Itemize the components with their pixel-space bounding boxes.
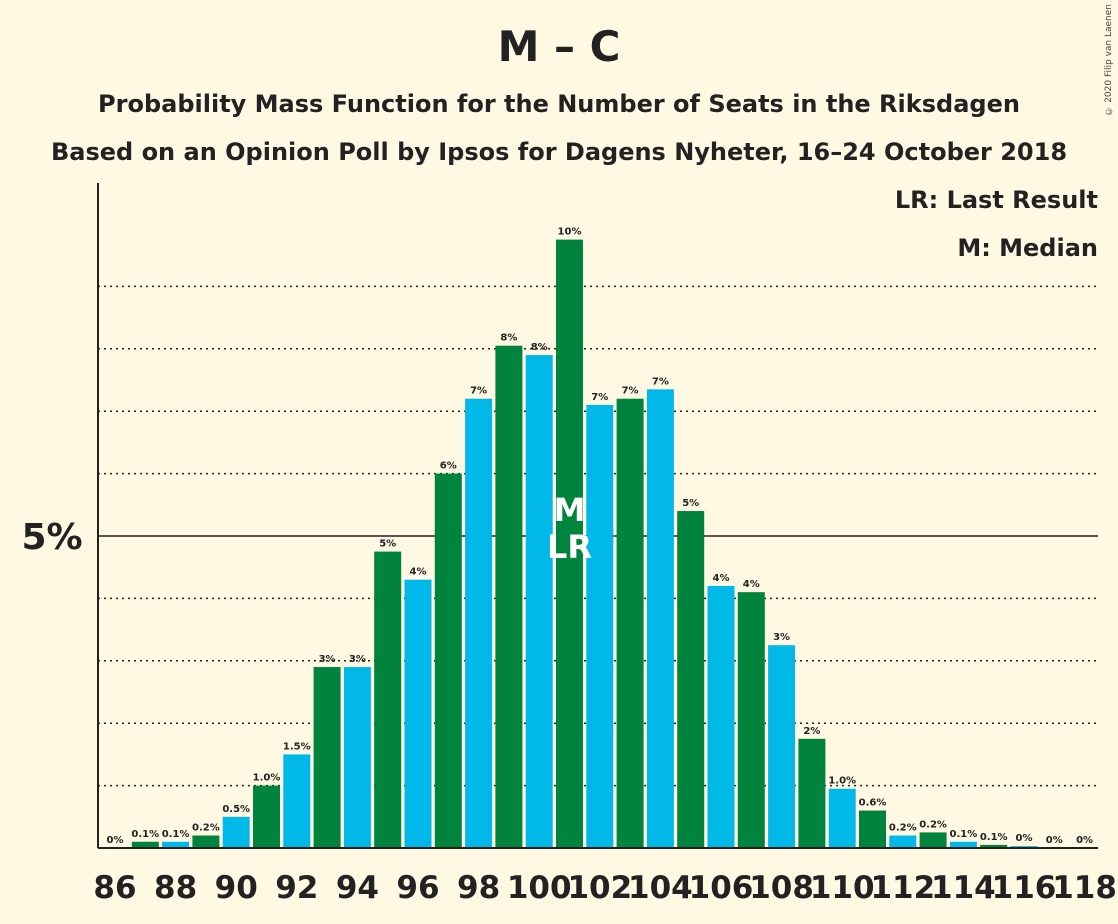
data-label-seat-96: 4% [410,567,427,578]
data-label-seat-118: 0% [1076,835,1093,846]
bar-seat-90 [222,816,250,848]
x-tick-label: 108 [749,870,814,906]
x-tick-label: 88 [154,870,197,906]
bar-seat-102 [586,404,614,848]
x-tick-label: 114 [931,870,996,906]
data-label-seat-101: 10% [558,227,582,238]
data-label-seat-102: 7% [591,392,608,403]
x-tick-label: 90 [215,870,258,906]
data-label-seat-90: 0.5% [222,804,250,815]
bar-seat-114 [949,841,977,848]
bar-seat-107 [737,592,765,848]
bar-seat-109 [798,738,826,848]
bar-seat-92 [283,754,311,848]
bar-seat-104 [646,389,674,848]
bar-seat-111 [859,810,886,848]
bar-seat-115 [980,844,1008,848]
bar-seat-94 [343,667,371,848]
bar-seat-87 [131,841,159,848]
data-label-seat-86: 0% [107,835,124,846]
data-label-seat-106: 4% [713,573,730,584]
x-tick-label: 86 [93,870,136,906]
data-label-seat-92: 1.5% [283,741,311,752]
bar-seat-112 [889,835,917,848]
data-label-seat-109: 2% [803,726,820,737]
bar-seat-88 [162,841,190,848]
legend-last-result: LR: Last Result [894,186,1098,214]
x-tick-label: 94 [336,870,379,906]
x-tick-label: 112 [870,870,935,906]
data-label-seat-113: 0.2% [919,819,947,830]
bar-seat-97 [434,473,462,848]
data-label-seat-103: 7% [622,386,639,397]
data-label-seat-104: 7% [652,376,669,387]
bar-seat-103 [616,398,644,848]
data-label-seat-93: 3% [319,654,336,665]
median-marker: M [554,491,586,529]
data-label-seat-94: 3% [349,654,366,665]
data-label-seat-87: 0.1% [131,829,159,840]
bar-seat-89 [192,835,220,848]
legend-median: M: Median [957,234,1098,262]
chart-subtitle: Probability Mass Function for the Number… [98,90,1020,118]
x-tick-label: 98 [457,870,500,906]
bar-seat-113 [919,832,947,848]
data-label-seat-98: 7% [470,386,487,397]
x-tick-label: 100 [507,870,572,906]
data-label-seat-99: 8% [500,333,517,344]
bar-seat-108 [768,645,796,848]
bar-seat-100 [525,355,553,848]
data-label-seat-100: 8% [531,342,548,353]
x-tick-label: 118 [1052,870,1117,906]
data-label-seat-114: 0.1% [950,829,978,840]
y-tick-label: 5% [21,517,82,558]
data-label-seat-111: 0.6% [859,798,887,809]
data-label-seat-107: 4% [743,579,760,590]
last-result-marker: LR [547,528,592,566]
data-label-seat-108: 3% [773,632,790,643]
data-label-seat-117: 0% [1046,835,1063,846]
bar-seat-96 [404,579,432,848]
bar-seat-91 [253,785,280,848]
bar-seat-101 [556,239,583,849]
data-label-seat-110: 1.0% [828,776,856,787]
x-tick-label: 92 [275,870,318,906]
data-label-seat-116: 0% [1016,833,1033,844]
data-label-seat-115: 0.1% [980,832,1008,843]
x-tick-label: 102 [567,870,632,906]
bar-seat-93 [313,667,341,848]
bar-seat-98 [465,398,493,848]
data-label-seat-95: 5% [379,539,396,550]
data-label-seat-91: 1.0% [253,773,281,784]
bar-seat-95 [374,551,402,848]
bar-seat-99 [495,345,523,848]
x-tick-label: 104 [628,870,693,906]
bar-seat-110 [828,788,856,848]
data-label-seat-97: 6% [440,461,457,472]
data-label-seat-105: 5% [682,498,699,509]
chart-title: M – C [497,22,621,71]
data-label-seat-89: 0.2% [192,823,220,834]
x-tick-label: 96 [396,870,439,906]
x-tick-label: 116 [992,870,1057,906]
x-tick-label: 110 [810,870,875,906]
chart-source-subtitle: Based on an Opinion Poll by Ipsos for Da… [50,138,1068,166]
data-label-seat-112: 0.2% [889,823,917,834]
bar-seat-105 [677,511,705,848]
data-label-seat-88: 0.1% [162,829,190,840]
x-tick-label: 106 [689,870,754,906]
bar-seat-106 [707,585,735,848]
